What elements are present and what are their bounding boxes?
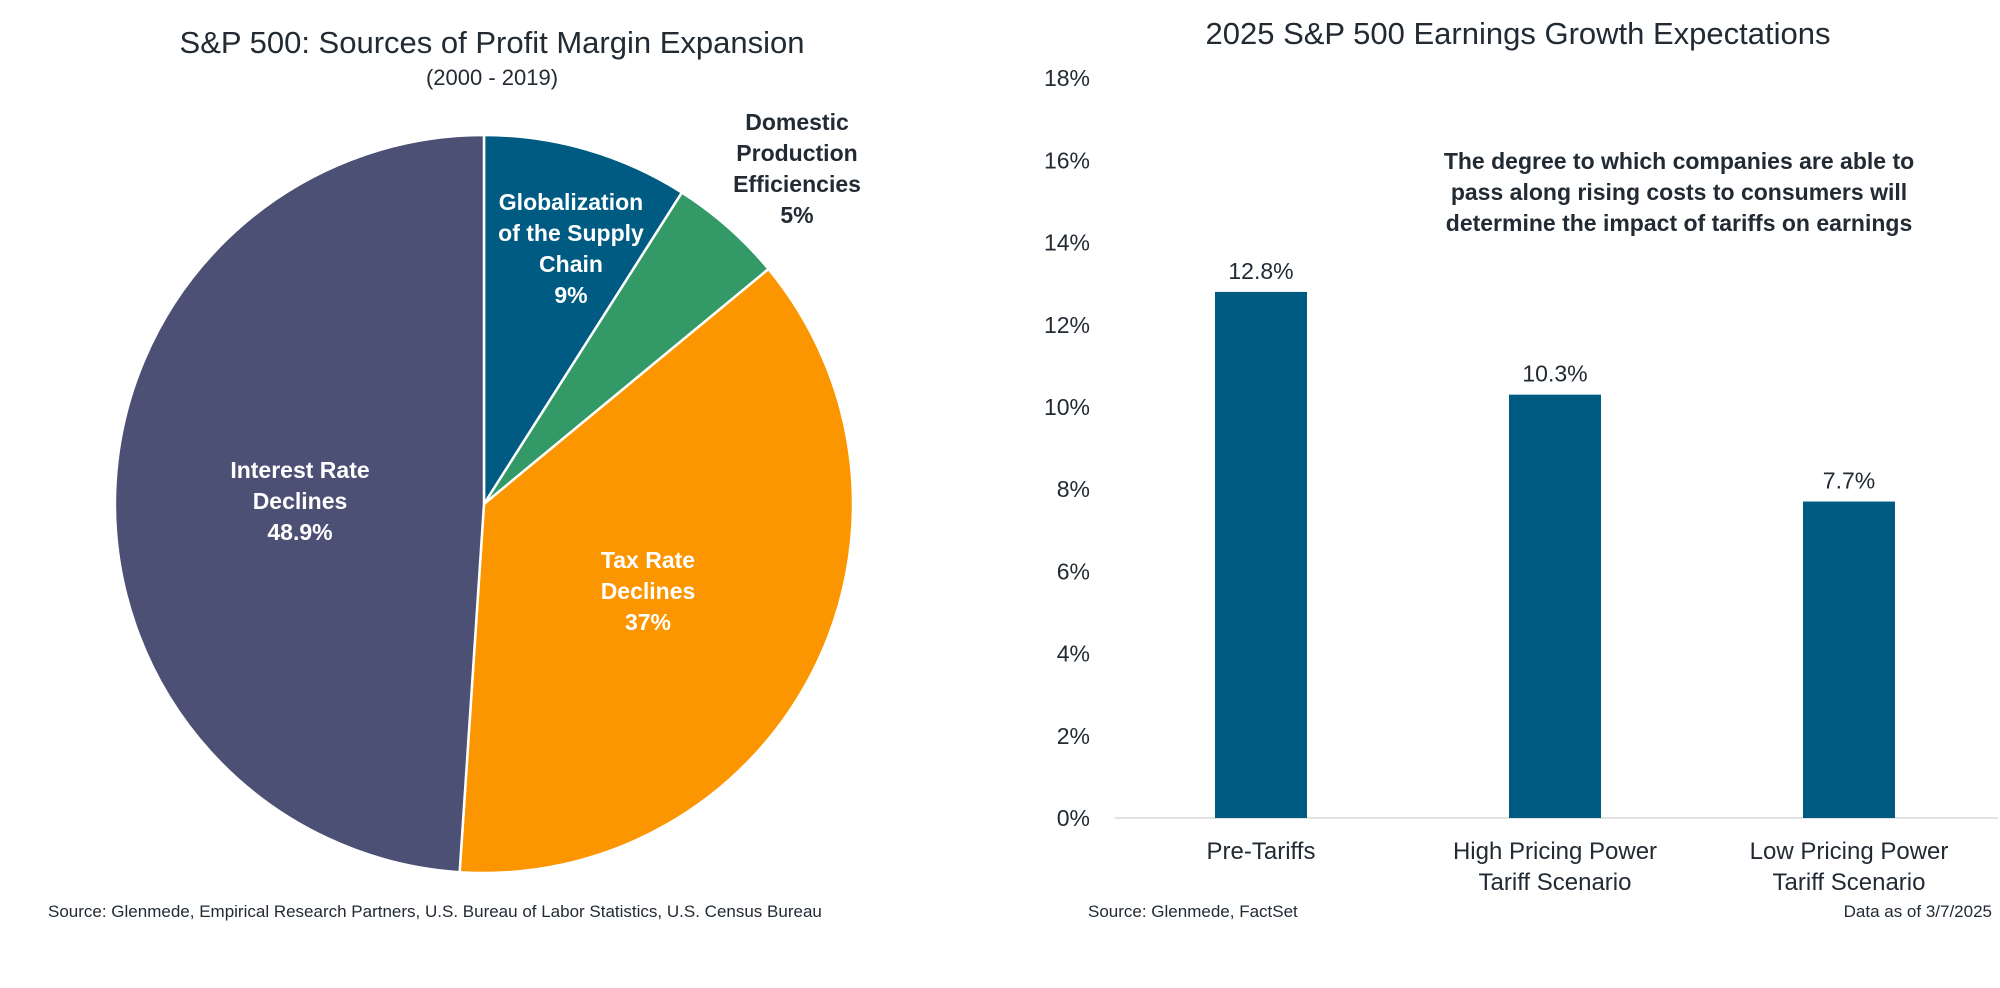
y-tick-label: 10% <box>1044 394 1090 420</box>
pie-slice-label: Interest Rate Declines 48.9% <box>230 457 369 545</box>
bar-data-label: 12.8% <box>1228 258 1293 284</box>
pie-chart-source: Source: Glenmede, Empirical Research Par… <box>48 902 822 921</box>
y-tick-label: 12% <box>1044 312 1090 338</box>
bar-chart-source: Source: Glenmede, FactSet <box>1088 902 1298 921</box>
bar-chart: 0% 2% 4% 6% 8% 10% 12% 14% 16% 18% 12.8% Pre-Tariff… <box>1044 65 1998 896</box>
y-tick-label: 4% <box>1057 641 1090 667</box>
bar <box>1803 501 1895 818</box>
pie-chart-subtitle: (2000 - 2019) <box>426 65 558 90</box>
y-tick-label: 6% <box>1057 558 1090 584</box>
pie-slice <box>458 267 855 875</box>
pie-slice <box>482 133 684 509</box>
y-tick-label: 16% <box>1044 147 1090 173</box>
bar <box>1509 394 1601 818</box>
x-category-label: Low Pricing Power Tariff Scenario <box>1750 838 1949 896</box>
y-tick-label: 14% <box>1044 230 1090 256</box>
date-note: Data as of 3/7/2025 <box>1844 902 1992 921</box>
pie-chart: Globalization of the Supply Chain 9% Domesti… <box>113 109 861 875</box>
y-tick-label: 8% <box>1057 476 1090 502</box>
y-tick-label: 18% <box>1044 65 1090 91</box>
pie-slice-label: Globalization of the Supply Chain 9% <box>498 189 644 308</box>
bar <box>1215 291 1307 818</box>
bar-data-label: 7.7% <box>1823 468 1875 494</box>
pie-slice <box>113 133 486 874</box>
bar-data-label: 10.3% <box>1522 361 1587 387</box>
bar-chart-title: 2025 S&P 500 Earnings Growth Expectation… <box>1206 16 1831 51</box>
x-category-label: High Pricing Power Tariff Scenario <box>1453 838 1657 896</box>
pie-slice-label: Domestic Production Efficiencies 5% <box>733 109 861 228</box>
pie-chart-title: S&P 500: Sources of Profit Margin Expans… <box>180 25 805 60</box>
y-tick-label: 0% <box>1057 805 1090 831</box>
chart-annotation: The degree to which companies are able t… <box>1444 148 1914 236</box>
y-tick-label: 2% <box>1057 723 1090 749</box>
x-category-label: Pre-Tariffs <box>1207 838 1316 865</box>
pie-slice-label: Tax Rate Declines 37% <box>601 547 696 635</box>
